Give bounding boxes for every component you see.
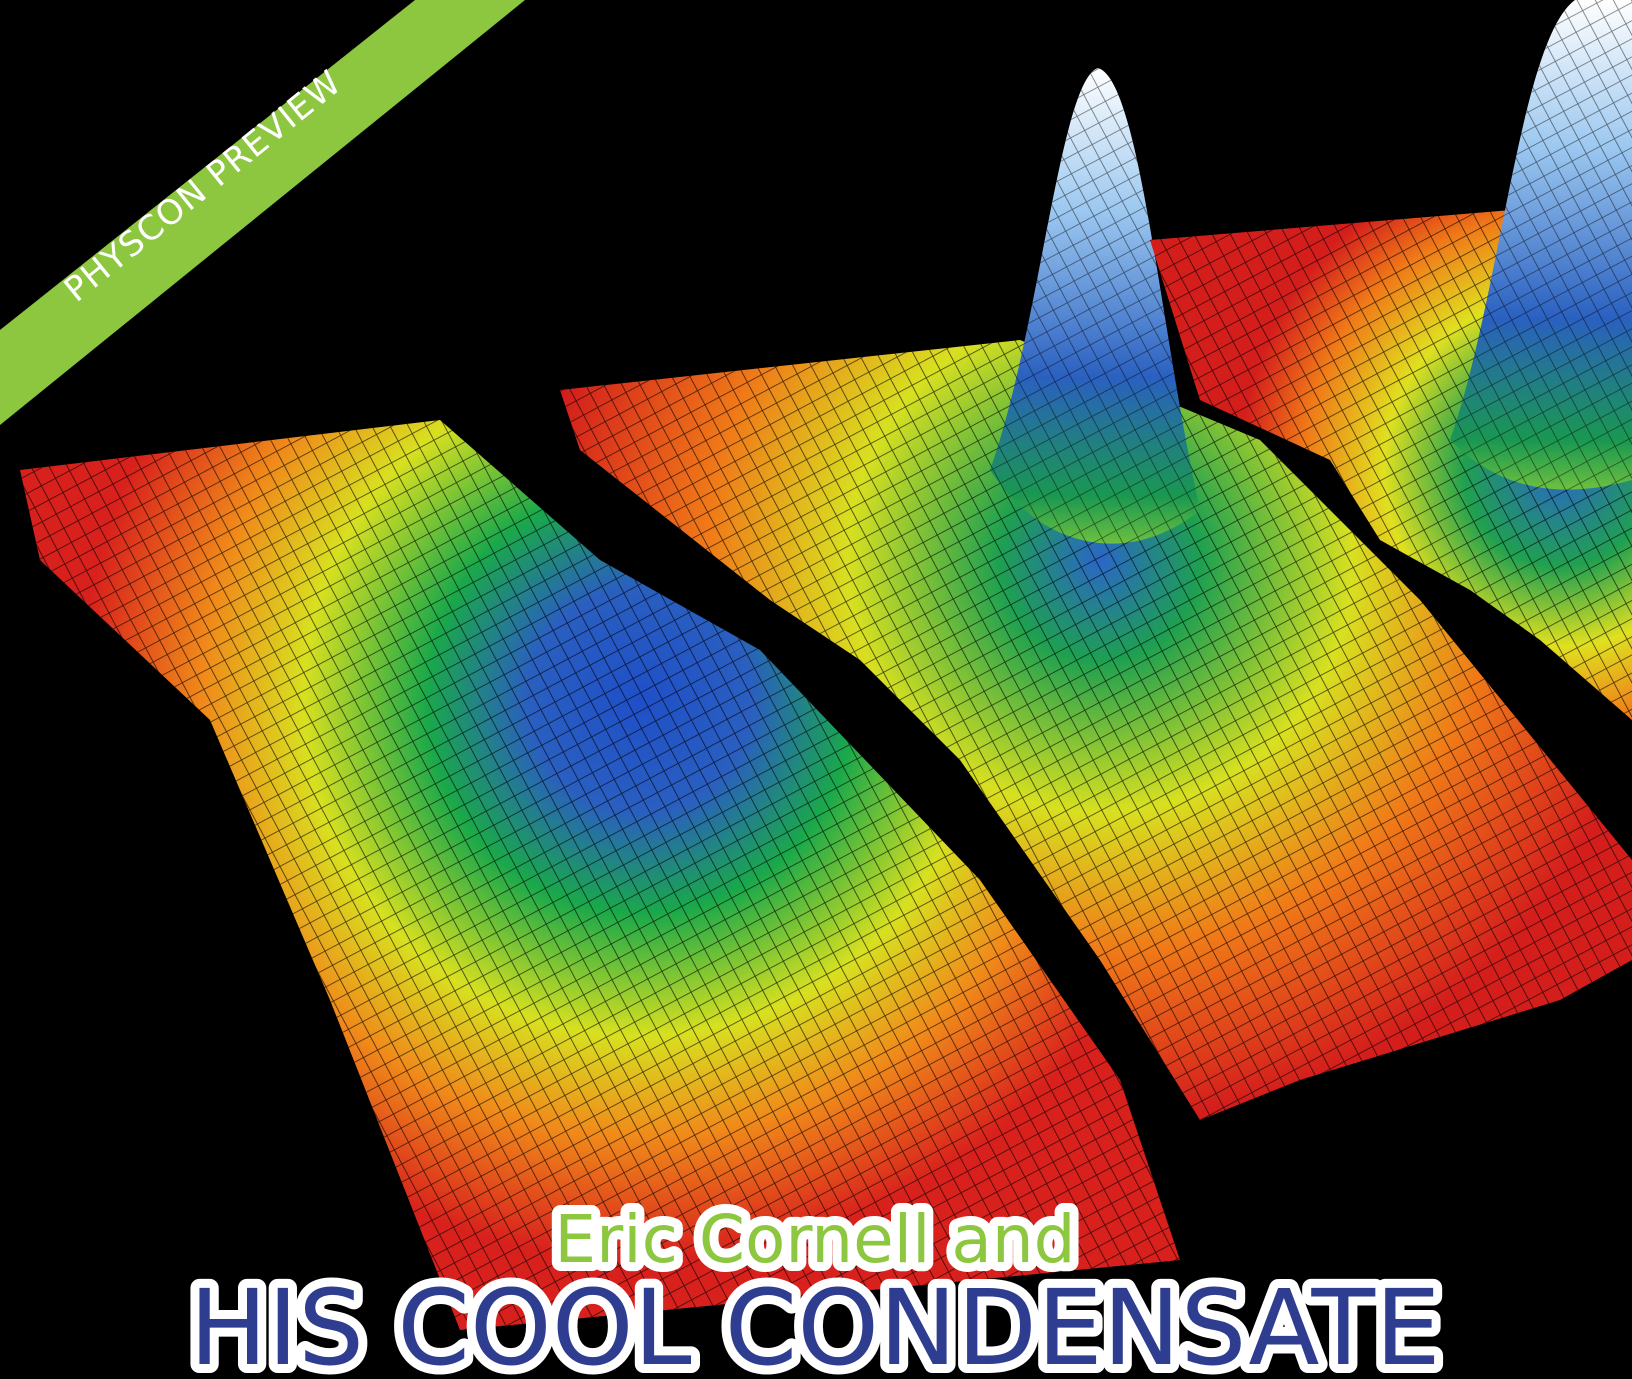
cover: PHYSCON PREVIEW Eric Cornell and HIS COO… <box>0 0 1632 1379</box>
banner <box>0 0 525 425</box>
banner-text: PHYSCON PREVIEW <box>57 63 350 311</box>
headline: HIS COOL CONDENSATE <box>189 1267 1440 1379</box>
